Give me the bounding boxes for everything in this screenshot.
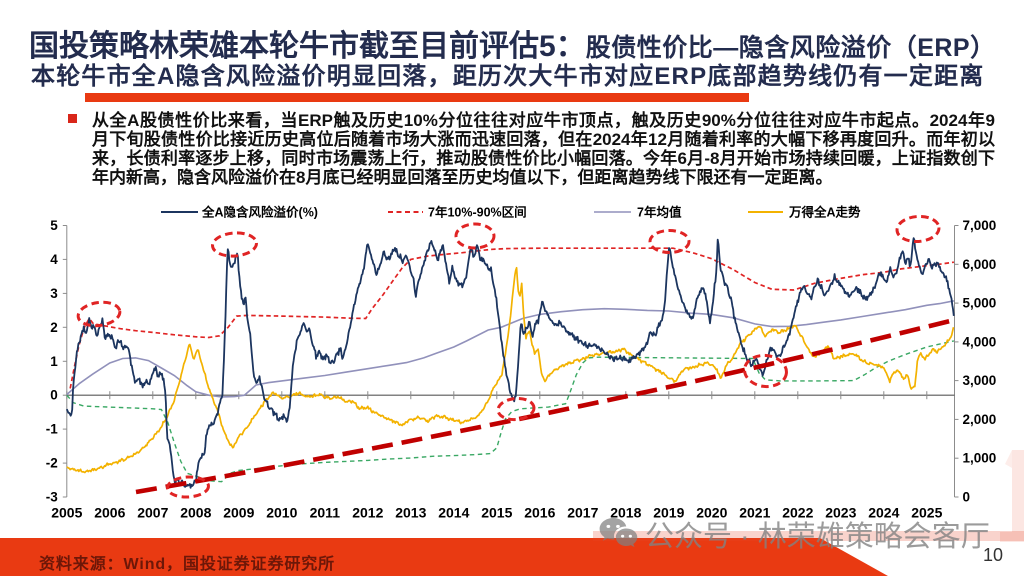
svg-text:2013: 2013 — [395, 505, 426, 521]
svg-text:2009: 2009 — [223, 505, 254, 521]
svg-text:2015: 2015 — [481, 505, 512, 521]
svg-text:2021: 2021 — [739, 505, 770, 521]
svg-text:2017: 2017 — [567, 505, 598, 521]
svg-text:2007: 2007 — [137, 505, 168, 521]
svg-text:2014: 2014 — [438, 505, 469, 521]
svg-text:7年均值: 7年均值 — [637, 205, 682, 220]
svg-text:-2: -2 — [46, 456, 58, 471]
svg-text:2022: 2022 — [782, 505, 813, 521]
svg-text:全A隐含风险溢价(%): 全A隐含风险溢价(%) — [201, 205, 318, 220]
svg-text:2023: 2023 — [825, 505, 856, 521]
svg-text:7年10%-90%区间: 7年10%-90%区间 — [428, 205, 527, 220]
svg-text:5,000: 5,000 — [963, 296, 997, 311]
svg-text:2: 2 — [50, 320, 58, 335]
svg-text:5: 5 — [50, 218, 58, 233]
svg-text:6,000: 6,000 — [963, 257, 997, 272]
svg-text:3,000: 3,000 — [963, 373, 997, 388]
svg-text:2018: 2018 — [610, 505, 641, 521]
svg-text:万得全A走势: 万得全A走势 — [788, 205, 861, 220]
svg-text:2010: 2010 — [266, 505, 297, 521]
svg-text:-3: -3 — [46, 490, 58, 505]
svg-text:7,000: 7,000 — [963, 218, 997, 233]
svg-text:2012: 2012 — [352, 505, 383, 521]
svg-text:3: 3 — [50, 286, 58, 301]
svg-text:2019: 2019 — [653, 505, 684, 521]
svg-text:2,000: 2,000 — [963, 412, 997, 427]
svg-text:2011: 2011 — [310, 505, 341, 521]
svg-text:2006: 2006 — [94, 505, 125, 521]
svg-text:4,000: 4,000 — [963, 334, 997, 349]
svg-text:2025: 2025 — [911, 505, 942, 521]
svg-text:0: 0 — [50, 388, 58, 403]
svg-text:4: 4 — [50, 252, 58, 267]
svg-text:1,000: 1,000 — [963, 451, 997, 466]
svg-text:2024: 2024 — [868, 505, 899, 521]
svg-text:2016: 2016 — [524, 505, 555, 521]
svg-text:-1: -1 — [46, 422, 58, 437]
svg-text:0: 0 — [963, 490, 971, 505]
svg-text:2020: 2020 — [696, 505, 727, 521]
svg-text:2008: 2008 — [180, 505, 211, 521]
svg-text:1: 1 — [50, 354, 58, 369]
svg-text:2005: 2005 — [51, 505, 82, 521]
